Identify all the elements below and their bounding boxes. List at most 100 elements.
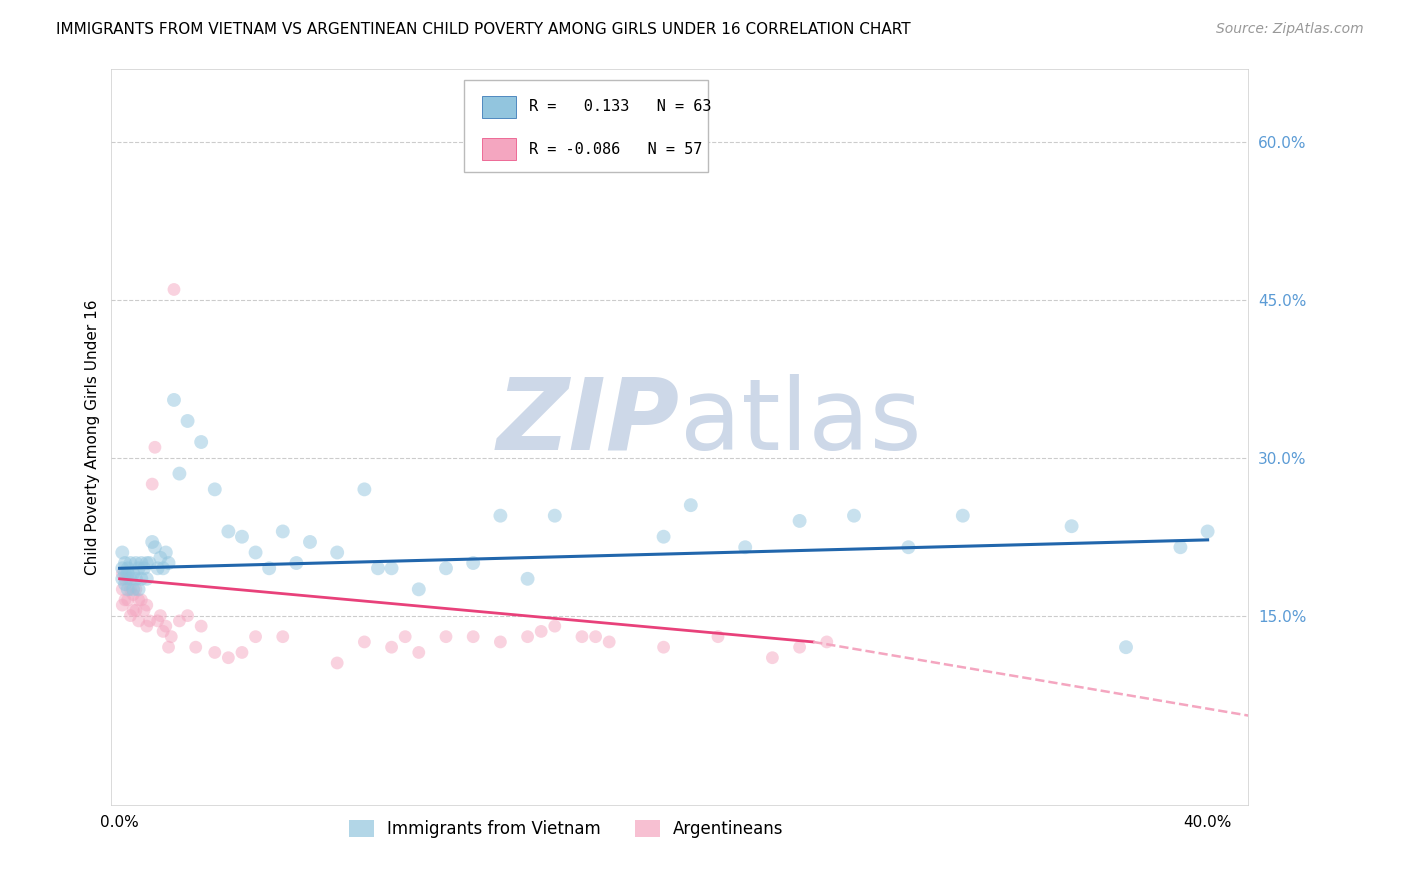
Point [141, 477, 163, 491]
Point [111, 582, 134, 597]
Point [163, 283, 186, 297]
Point [257, 561, 280, 575]
Point [111, 598, 134, 612]
Point [204, 483, 226, 497]
FancyBboxPatch shape [464, 79, 709, 171]
Point [516, 630, 538, 644]
Point [598, 635, 620, 649]
Point [122, 582, 145, 597]
Point [125, 556, 148, 570]
Point [245, 630, 267, 644]
Point [135, 598, 157, 612]
Point [132, 603, 155, 617]
Y-axis label: Child Poverty Among Girls Under 16: Child Poverty Among Girls Under 16 [86, 299, 100, 574]
Point [120, 556, 142, 570]
Point [353, 483, 375, 497]
Point [163, 392, 186, 407]
Point [157, 640, 180, 655]
Point [114, 577, 136, 591]
Point [815, 635, 838, 649]
Point [132, 561, 155, 575]
Point [152, 624, 174, 639]
Text: R =   0.133   N = 63: R = 0.133 N = 63 [529, 100, 711, 114]
Point [135, 556, 157, 570]
Point [734, 540, 756, 554]
Point [544, 508, 567, 523]
Point [111, 545, 134, 559]
Point [489, 635, 512, 649]
Point [155, 619, 177, 633]
FancyBboxPatch shape [482, 138, 516, 161]
Point [434, 561, 457, 575]
Point [184, 640, 207, 655]
Point [434, 630, 457, 644]
Point [463, 630, 485, 644]
Point [143, 540, 166, 554]
Point [117, 566, 139, 581]
Point [190, 619, 212, 633]
Point [217, 524, 239, 539]
Point [111, 566, 134, 581]
Point [120, 582, 142, 597]
Point [1197, 524, 1219, 539]
Point [120, 608, 142, 623]
Point [146, 561, 169, 575]
Point [131, 556, 153, 570]
Point [1060, 519, 1083, 533]
Point [530, 624, 553, 639]
Point [117, 561, 139, 575]
Point [117, 582, 139, 597]
Point [143, 440, 166, 454]
Point [408, 645, 430, 659]
Point [679, 498, 702, 512]
Point [326, 545, 349, 559]
Point [842, 508, 865, 523]
Point [128, 582, 150, 597]
Point [707, 630, 730, 644]
Point [217, 650, 239, 665]
Point [111, 561, 134, 575]
Point [169, 467, 191, 481]
Text: ZIP: ZIP [496, 374, 681, 471]
Point [141, 535, 163, 549]
Point [114, 572, 136, 586]
Point [131, 592, 153, 607]
Point [155, 545, 177, 559]
Point [125, 572, 148, 586]
Text: R = -0.086   N = 57: R = -0.086 N = 57 [529, 142, 702, 157]
Point [117, 592, 139, 607]
Point [114, 592, 136, 607]
Point [122, 566, 145, 581]
Point [120, 572, 142, 586]
Point [326, 656, 349, 670]
Point [128, 561, 150, 575]
Point [516, 572, 538, 586]
Point [353, 635, 375, 649]
Point [897, 540, 920, 554]
Point [138, 556, 160, 570]
Point [381, 640, 404, 655]
Point [544, 619, 567, 633]
Point [114, 566, 136, 581]
Text: Source: ZipAtlas.com: Source: ZipAtlas.com [1216, 22, 1364, 37]
Point [190, 435, 212, 450]
Point [489, 508, 512, 523]
Point [176, 414, 198, 428]
Point [149, 550, 172, 565]
Point [169, 614, 191, 628]
Point [111, 572, 134, 586]
Point [128, 614, 150, 628]
Point [463, 556, 485, 570]
Point [271, 630, 294, 644]
Point [245, 545, 267, 559]
Text: atlas: atlas [681, 374, 921, 471]
Point [122, 603, 145, 617]
Point [149, 608, 172, 623]
Point [761, 650, 783, 665]
Point [122, 588, 145, 602]
Point [160, 630, 183, 644]
Point [585, 630, 607, 644]
Point [789, 514, 811, 528]
Point [157, 556, 180, 570]
Point [408, 582, 430, 597]
